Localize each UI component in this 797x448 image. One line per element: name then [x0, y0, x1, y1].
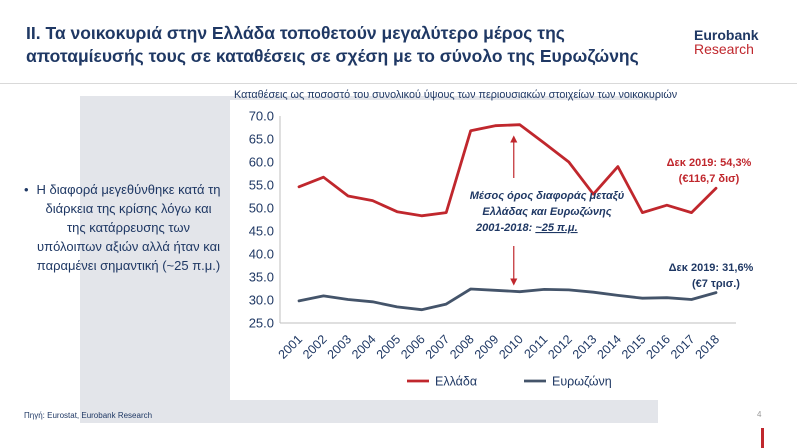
x-tick-label: 2002 [300, 332, 330, 362]
greece-end-annotation-line1: Δεκ 2019: 54,3% [667, 157, 752, 169]
x-tick-label: 2006 [398, 332, 428, 362]
x-tick-label: 2009 [472, 332, 502, 362]
logo-line1: Eurobank [694, 27, 759, 43]
x-tick-label: 2004 [349, 332, 379, 362]
y-tick-label: 55.0 [249, 178, 274, 193]
x-tick-label: 2015 [619, 332, 649, 362]
chart-background [230, 100, 768, 400]
x-tick-label: 2007 [423, 332, 453, 362]
eurozone-end-annotation-line2: (€7 τρισ.) [692, 278, 740, 290]
x-tick-label: 2005 [374, 332, 404, 362]
x-tick-label: 2008 [447, 332, 477, 362]
eurobank-research-logo: Eurobank Research [694, 28, 759, 56]
logo-line2: Research [694, 41, 754, 57]
x-tick-label: 2001 [276, 332, 306, 362]
greece-end-annotation-line2: (€116,7 δισ) [679, 173, 740, 185]
eurozone-end-annotation-line1: Δεκ 2019: 31,6% [669, 262, 754, 274]
gap-annotation-line1: Μέσος όρος διαφοράς μεταξύ [470, 190, 625, 202]
x-tick-label: 2018 [693, 332, 723, 362]
gap-annotation-line3: 2001-2018: ~25 π.μ. [475, 222, 578, 234]
page-title-line1: ΙΙ. Τα νοικοκυριά στην Ελλάδα τοποθετούν… [26, 23, 565, 43]
page-title-line2: αποταμίευσής τους σε καταθέσεις σε σχέση… [26, 46, 639, 66]
x-tick-label: 2014 [594, 332, 624, 362]
y-tick-label: 25.0 [249, 316, 274, 331]
legend-label-eurozone: Ευρωζώνη [552, 375, 612, 389]
x-tick-label: 2017 [668, 332, 698, 362]
series-line-eurozone [297, 287, 718, 312]
page-title: ΙΙ. Τα νοικοκυριά στην Ελλάδα τοποθετούν… [26, 22, 676, 68]
y-tick-label: 35.0 [249, 270, 274, 285]
y-tick-label: 60.0 [249, 155, 274, 170]
y-tick-label: 65.0 [249, 132, 274, 147]
y-tick-label: 45.0 [249, 224, 274, 239]
x-tick-label: 2016 [643, 332, 673, 362]
source-note: Πηγή: Eurostat, Eurobank Research [24, 411, 153, 420]
y-tick-label: 40.0 [249, 247, 274, 262]
x-tick-label: 2011 [522, 332, 551, 361]
red-accent-mark [761, 428, 764, 448]
chart-title: Καταθέσεις ως ποσοστό του συνολικού ύψου… [234, 89, 678, 101]
legend-label-greece: Ελλάδα [435, 375, 477, 389]
bullet-symbol: • [24, 182, 29, 197]
x-tick-label: 2003 [325, 332, 355, 362]
y-tick-label: 50.0 [249, 201, 274, 216]
x-tick-label: 2012 [545, 332, 575, 362]
x-tick-label: 2013 [570, 332, 600, 362]
gap-annotation-period: 2001-2018: [475, 222, 535, 234]
x-tick-label: 2010 [496, 332, 526, 362]
series-line-greece [297, 123, 718, 218]
page-number: 4 [757, 410, 762, 419]
bullet-text: Η διαφορά μεγεθύνθηκε κατά τη διάρκεια τ… [36, 182, 221, 273]
y-tick-label: 30.0 [249, 293, 274, 308]
header-divider [0, 83, 797, 84]
y-tick-label: 70.0 [249, 109, 274, 124]
gap-annotation-line2: Ελλάδας και Ευρωζώνης [482, 206, 611, 218]
gap-annotation-value: ~25 π.μ. [535, 222, 577, 234]
